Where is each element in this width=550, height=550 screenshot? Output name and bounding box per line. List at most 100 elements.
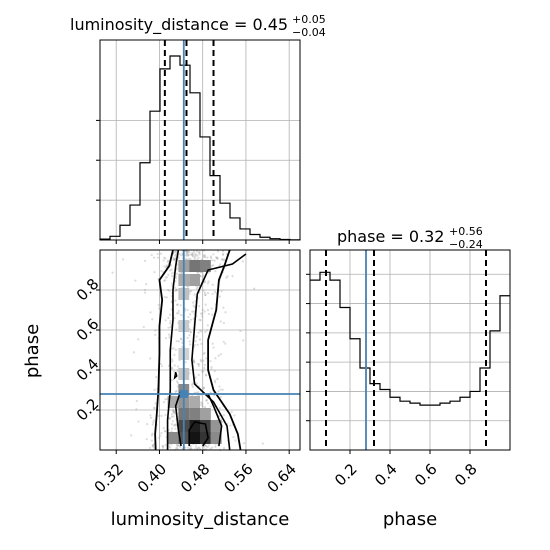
sample-point: [190, 383, 194, 387]
sample-point: [224, 311, 227, 314]
sample-point: [160, 365, 164, 368]
sample-point: [202, 359, 205, 362]
sample-point: [165, 296, 168, 299]
sample-point: [176, 369, 179, 372]
sample-point: [221, 258, 224, 261]
sample-point: [165, 264, 168, 267]
density-contour: [191, 253, 247, 451]
sample-point: [172, 258, 175, 262]
sample-point: [202, 387, 205, 390]
sample-point: [191, 251, 194, 254]
density-contour: [173, 371, 178, 380]
sample-point: [199, 329, 202, 332]
sample-point: [211, 283, 214, 286]
sample-point: [174, 390, 177, 393]
sample-point: [192, 301, 195, 304]
sample-point: [188, 340, 191, 343]
luminosity-distance-tick-label: 0.32: [91, 460, 127, 496]
sample-point: [177, 444, 180, 447]
sample-point: [174, 348, 177, 351]
sample-point: [174, 253, 178, 256]
sample-point: [222, 340, 225, 343]
sample-point: [159, 434, 162, 437]
sample-point: [174, 250, 177, 253]
sample-point: [175, 380, 179, 383]
luminosity-distance-tick-label: 0.48: [177, 460, 213, 496]
sample-point: [184, 257, 187, 260]
sample-point: [197, 331, 200, 334]
sample-point: [159, 252, 163, 255]
sample-point: [210, 307, 213, 310]
sample-point: [172, 347, 175, 350]
sample-point: [204, 293, 207, 297]
sample-point: [225, 276, 228, 279]
sample-point: [198, 253, 201, 256]
luminosity-distance-histogram-line: [99, 55, 301, 241]
sample-point: [213, 379, 217, 382]
sample-point: [231, 275, 234, 278]
sample-point: [170, 358, 174, 361]
sample-point: [178, 272, 182, 275]
sample-point: [173, 353, 176, 356]
sample-point: [164, 319, 167, 322]
sample-point: [195, 287, 198, 290]
sample-point: [163, 265, 166, 268]
sample-point: [206, 446, 209, 449]
sample-point: [153, 388, 156, 391]
sample-point: [175, 389, 178, 393]
luminosity-distance-tick-label: 0.40: [134, 460, 170, 496]
sample-point: [173, 364, 176, 367]
sample-point: [213, 259, 216, 262]
sample-point: [242, 339, 245, 342]
sample-point: [170, 427, 174, 430]
sample-point: [164, 279, 167, 282]
sample-point: [134, 279, 137, 282]
density-cell: [200, 260, 211, 272]
phase-x-tick-label: 0.4: [371, 460, 401, 490]
sample-point: [219, 388, 222, 391]
sample-point: [154, 333, 157, 337]
sample-point: [151, 445, 154, 448]
sample-point: [193, 253, 197, 256]
sample-point: [152, 256, 156, 259]
sample-point: [185, 250, 188, 253]
sample-point: [193, 361, 196, 364]
sample-point: [206, 256, 209, 259]
density-contour: [174, 389, 182, 447]
sample-point: [221, 388, 224, 391]
sample-point: [149, 416, 153, 419]
sample-point: [160, 432, 163, 435]
sample-point: [192, 304, 195, 307]
sample-point: [201, 405, 204, 408]
sample-point: [144, 291, 147, 294]
sample-point: [172, 424, 176, 427]
sample-point: [195, 335, 198, 338]
sample-point: [196, 362, 200, 366]
sample-point: [222, 321, 225, 325]
phase-y-tick-label: 0.4: [73, 355, 103, 385]
sample-point: [205, 329, 209, 332]
sample-point: [152, 446, 156, 449]
sample-point: [170, 367, 174, 370]
sample-point: [204, 330, 207, 334]
sample-point: [174, 257, 177, 260]
sample-point: [176, 312, 179, 315]
sample-point: [199, 358, 202, 361]
sample-point: [202, 386, 205, 389]
sample-point: [241, 260, 244, 263]
sample-point: [159, 362, 162, 366]
sample-point: [175, 443, 179, 446]
density-contour: [188, 421, 209, 447]
sample-point: [189, 290, 193, 293]
sample-point: [169, 313, 172, 316]
sample-point: [164, 337, 168, 340]
density-contour: [207, 393, 223, 447]
sample-point: [175, 288, 178, 291]
sample-point: [229, 424, 232, 427]
sample-point: [206, 324, 209, 327]
phase-y-tick-label: 0.2: [73, 395, 103, 425]
sample-point: [165, 276, 169, 279]
density-cell: [189, 274, 200, 286]
sample-point: [205, 398, 208, 402]
sample-point: [204, 303, 207, 306]
